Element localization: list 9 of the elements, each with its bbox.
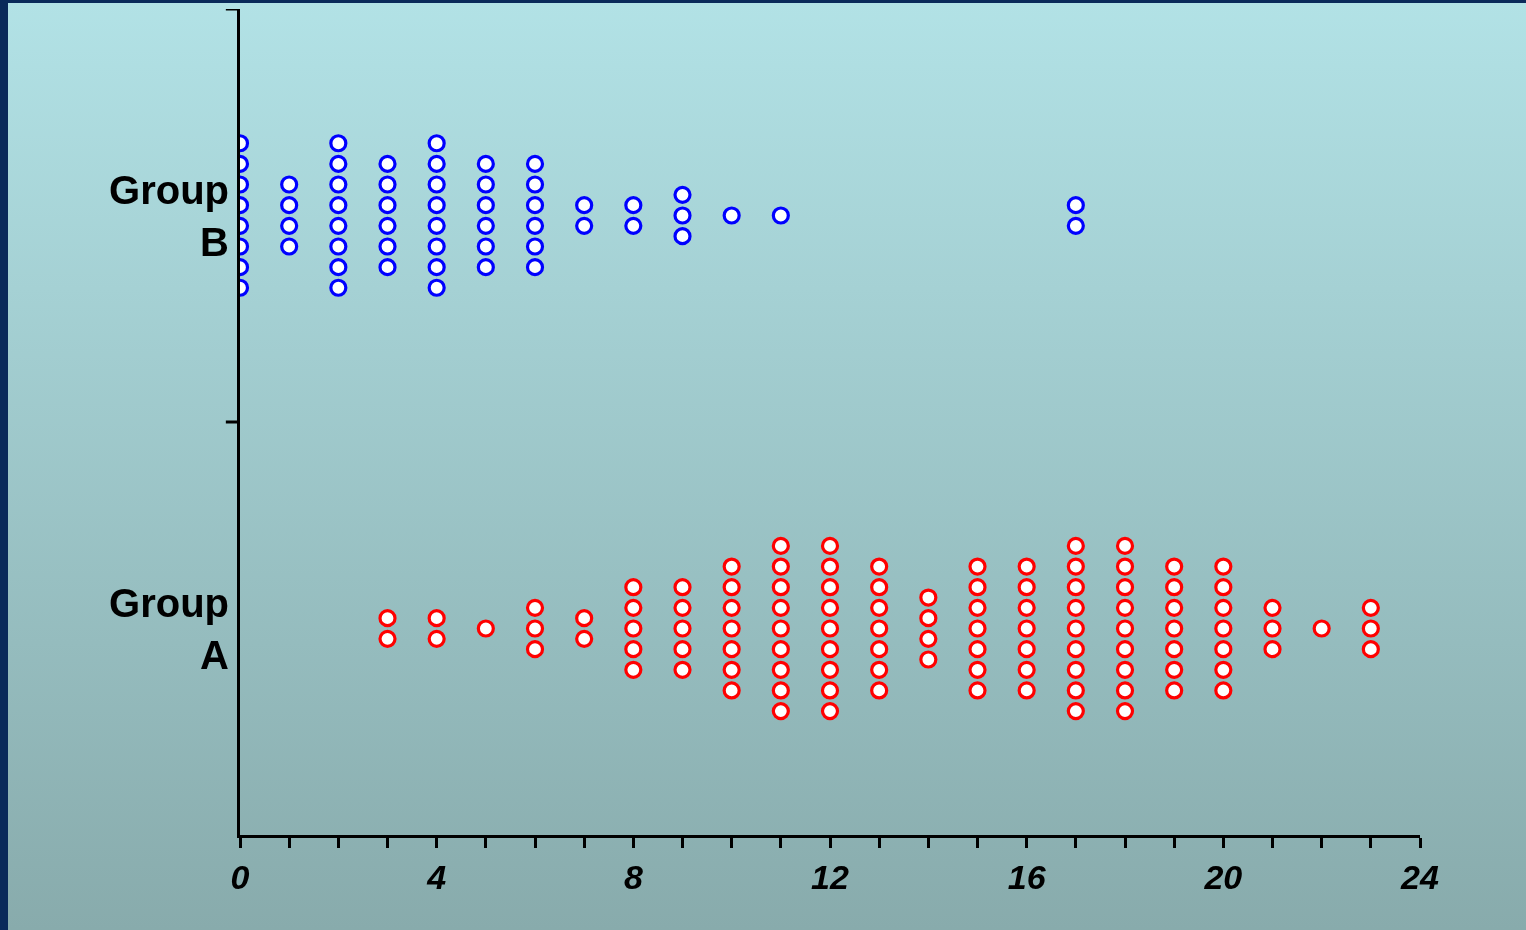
x-tick-label: 16 [1007, 857, 1047, 896]
y-tick-label: Group A [109, 580, 229, 677]
x-tick-label: 0 [230, 857, 250, 896]
x-tick-label: 12 [811, 857, 849, 896]
y-tick-label: Group B [109, 167, 229, 264]
x-tick-label: 24 [1400, 857, 1439, 896]
x-tick-label: 8 [623, 857, 643, 896]
x-tick-label: 20 [1203, 857, 1243, 896]
x-tick-label: 4 [426, 857, 447, 896]
